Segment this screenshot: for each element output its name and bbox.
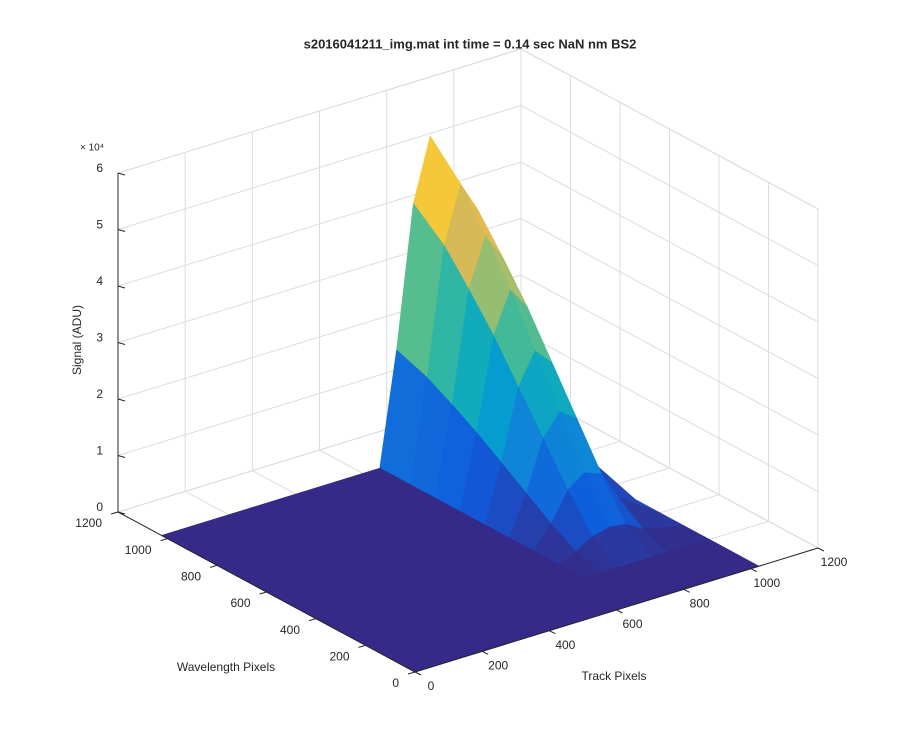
x-tick-label: 800 <box>690 597 710 611</box>
grid-line <box>520 161 819 323</box>
y-tick-label: 0 <box>392 676 399 690</box>
grid-line <box>520 218 819 379</box>
x-tick-label: 200 <box>488 659 508 673</box>
y-tick-label: 1000 <box>125 543 152 557</box>
x-tick-label: 600 <box>622 617 642 631</box>
z-tick <box>117 172 126 176</box>
z-tick <box>117 229 126 232</box>
z-exponent: × 10⁴ <box>80 143 104 154</box>
x-tick-label: 0 <box>428 679 435 693</box>
y-tick-label: 1200 <box>75 516 102 530</box>
grid-line <box>117 48 522 174</box>
z-tick <box>117 342 126 345</box>
z-tick-label: 0 <box>96 500 103 514</box>
y-tick <box>160 538 168 542</box>
z-tick-label: 2 <box>96 387 103 401</box>
x-tick <box>683 588 690 593</box>
z-tick <box>117 398 126 402</box>
x-tick-label: 1200 <box>821 555 848 569</box>
y-tick-label: 800 <box>181 570 201 584</box>
z-tick-label: 1 <box>96 444 103 458</box>
y-tick <box>308 618 317 622</box>
x-tick <box>481 650 489 655</box>
y-tick <box>407 671 416 675</box>
y-axis-label: Wavelength Pixels <box>177 660 275 674</box>
x-tick-label: 1000 <box>753 576 780 590</box>
grid-line <box>520 48 819 210</box>
x-tick <box>817 547 825 552</box>
x-tick <box>750 568 758 573</box>
z-tick <box>117 285 126 289</box>
y-tick-label: 600 <box>230 596 250 610</box>
z-tick <box>117 511 126 515</box>
z-tick-label: 3 <box>96 331 103 345</box>
y-tick <box>259 591 267 595</box>
x-axis-label: Track Pixels <box>582 669 647 683</box>
y-tick <box>209 564 218 568</box>
x-tick <box>414 671 422 676</box>
grid-line <box>520 331 819 492</box>
grid-line <box>520 274 819 436</box>
z-tick <box>117 455 126 458</box>
y-tick-label: 400 <box>280 623 300 637</box>
grid-line <box>117 105 522 230</box>
y-tick <box>110 511 119 515</box>
z-tick-label: 4 <box>96 274 103 288</box>
x-tick <box>549 630 556 635</box>
x-tick <box>616 609 623 614</box>
z-tick-label: 6 <box>96 161 103 175</box>
chart-title: s2016041211_img.mat int time = 0.14 sec … <box>304 36 637 51</box>
z-axis-label: Signal (ADU) <box>70 305 84 375</box>
y-tick-label: 200 <box>329 650 349 664</box>
z-tick-label: 5 <box>96 218 103 232</box>
x-tick-label: 400 <box>555 638 575 652</box>
y-tick <box>358 644 366 648</box>
grid-line <box>520 105 819 266</box>
